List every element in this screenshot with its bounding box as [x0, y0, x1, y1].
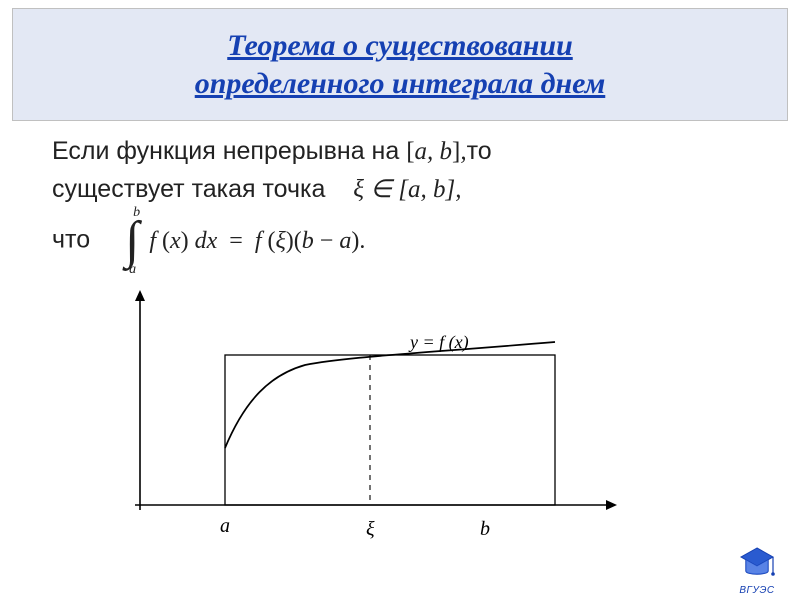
text-fragment: то: [467, 137, 492, 165]
logo: ВГУЭС: [728, 545, 786, 596]
slide-header: Теорема о существовании определенного ин…: [12, 8, 788, 121]
logo-text: ВГУЭС: [728, 585, 786, 596]
graph-svg: [110, 280, 630, 540]
text-fragment: что: [52, 226, 90, 254]
integral-sign: b ∫ a: [125, 212, 143, 270]
body-line-2: существует такая точка ξ ∈ [a, b],: [52, 171, 760, 209]
point-expr: ξ ∈ [a, b],: [353, 176, 461, 203]
b-label: b: [480, 518, 490, 541]
logo-icon: [736, 545, 778, 583]
interval-expr: [a, b],: [406, 138, 466, 165]
text-fragment: существует такая точка: [52, 175, 325, 203]
body-line-3: что b ∫ a f (x) dx = f (ξ)(b − a).: [52, 212, 760, 270]
body-line-1: Если функция непрерывна на [a, b],то: [52, 133, 760, 171]
graph-diagram: y = f (x) a ξ b: [110, 280, 630, 540]
a-label: a: [220, 515, 230, 538]
title-line-1: Теорема о существовании: [227, 29, 573, 62]
slide-body: Если функция непрерывна на [a, b],то сущ…: [0, 121, 800, 270]
title-line-2: определенного интеграла днем: [195, 67, 606, 100]
integral-body: f (x) dx = f (ξ)(b − a).: [149, 228, 365, 254]
curve-label: y = f (x): [410, 332, 469, 353]
text-fragment: Если функция непрерывна на: [52, 137, 399, 165]
xi-label: ξ: [366, 518, 375, 541]
integral-lower: a: [129, 259, 136, 280]
integral-formula: b ∫ a f (x) dx = f (ξ)(b − a).: [125, 212, 365, 270]
slide-title: Теорема о существовании определенного ин…: [33, 27, 767, 102]
